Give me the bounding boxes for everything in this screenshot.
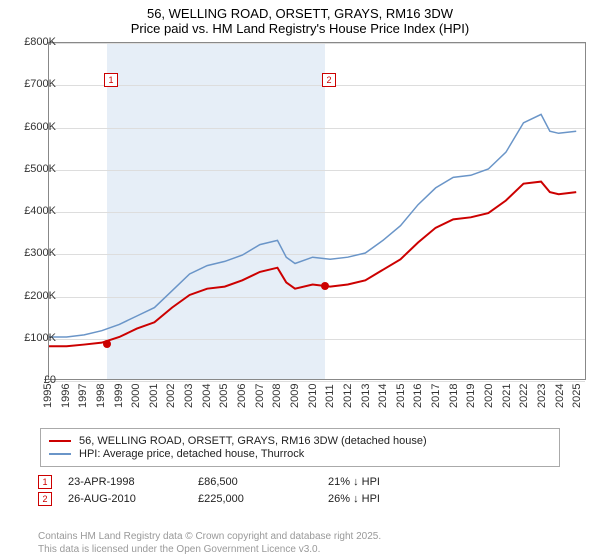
x-axis-label: 1996 [60,384,72,408]
x-axis-label: 1999 [113,384,125,408]
x-axis-label: 2015 [395,384,407,408]
sale-point-1 [103,340,111,348]
x-axis-label: 2014 [377,384,389,408]
series-hpi [49,114,576,337]
y-axis-label: £600K [24,121,56,133]
chart-titles: 56, WELLING ROAD, ORSETT, GRAYS, RM16 3D… [0,0,600,36]
sales-table: 1 23-APR-1998£86,50021% ↓ HPI 2 26-AUG-2010… [38,472,458,509]
sales-row: 1 23-APR-1998£86,50021% ↓ HPI [38,475,458,489]
y-axis-label: £100K [24,332,56,344]
x-axis-label: 2005 [218,384,230,408]
title-line-1: 56, WELLING ROAD, ORSETT, GRAYS, RM16 3D… [0,6,600,21]
x-axis-label: 2023 [536,384,548,408]
footer-attribution: Contains HM Land Registry data © Crown c… [38,530,381,556]
x-axis-label: 2009 [289,384,301,408]
legend-swatch [49,440,71,442]
legend-label: HPI: Average price, detached house, Thur… [79,448,304,460]
x-axis-label: 1998 [95,384,107,408]
y-axis-label: £300K [24,247,56,259]
x-axis-label: 2011 [324,384,336,408]
x-axis-label: 2025 [571,384,583,408]
sales-delta: 26% ↓ HPI [328,493,458,505]
x-axis-label: 1995 [42,384,54,408]
marker-box-1: 1 [104,73,118,87]
x-axis-label: 2007 [254,384,266,408]
y-axis-label: £200K [24,290,56,302]
footer-line-1: Contains HM Land Registry data © Crown c… [38,530,381,543]
sale-point-2 [321,282,329,290]
title-line-2: Price paid vs. HM Land Registry's House … [0,21,600,36]
sales-price: £225,000 [198,493,328,505]
x-axis-label: 2012 [342,384,354,408]
x-axis-label: 2021 [501,384,513,408]
sales-date: 26-AUG-2010 [68,493,198,505]
sales-price: £86,500 [198,476,328,488]
legend-row: HPI: Average price, detached house, Thur… [49,448,551,460]
x-axis-label: 2022 [518,384,530,408]
y-axis-label: £400K [24,205,56,217]
chart-lines [49,43,585,379]
marker-box-2: 2 [322,73,336,87]
legend-label: 56, WELLING ROAD, ORSETT, GRAYS, RM16 3D… [79,435,427,447]
footer-line-2: This data is licensed under the Open Gov… [38,543,381,556]
x-axis-label: 2002 [165,384,177,408]
series-price_paid [49,182,576,347]
x-axis-label: 2008 [271,384,283,408]
x-axis-label: 2019 [465,384,477,408]
x-axis-label: 2010 [307,384,319,408]
x-axis-label: 2017 [430,384,442,408]
x-axis-label: 2003 [183,384,195,408]
x-axis-label: 2013 [360,384,372,408]
x-axis-label: 2000 [130,384,142,408]
sales-delta: 21% ↓ HPI [328,476,458,488]
x-axis-label: 2004 [201,384,213,408]
x-axis-label: 2024 [554,384,566,408]
x-axis-label: 2016 [412,384,424,408]
y-axis-label: £500K [24,163,56,175]
legend-swatch [49,453,71,455]
x-axis-label: 1997 [77,384,89,408]
sales-marker: 2 [38,492,52,506]
sales-row: 2 26-AUG-2010£225,00026% ↓ HPI [38,492,458,506]
y-axis-label: £800K [24,36,56,48]
x-axis-label: 2001 [148,384,160,408]
sales-date: 23-APR-1998 [68,476,198,488]
chart-plot-area: 12 [48,42,586,380]
x-axis-label: 2020 [483,384,495,408]
x-axis-label: 2006 [236,384,248,408]
legend-row: 56, WELLING ROAD, ORSETT, GRAYS, RM16 3D… [49,435,551,447]
sales-marker: 1 [38,475,52,489]
y-axis-label: £700K [24,78,56,90]
chart-legend: 56, WELLING ROAD, ORSETT, GRAYS, RM16 3D… [40,428,560,467]
x-axis-label: 2018 [448,384,460,408]
